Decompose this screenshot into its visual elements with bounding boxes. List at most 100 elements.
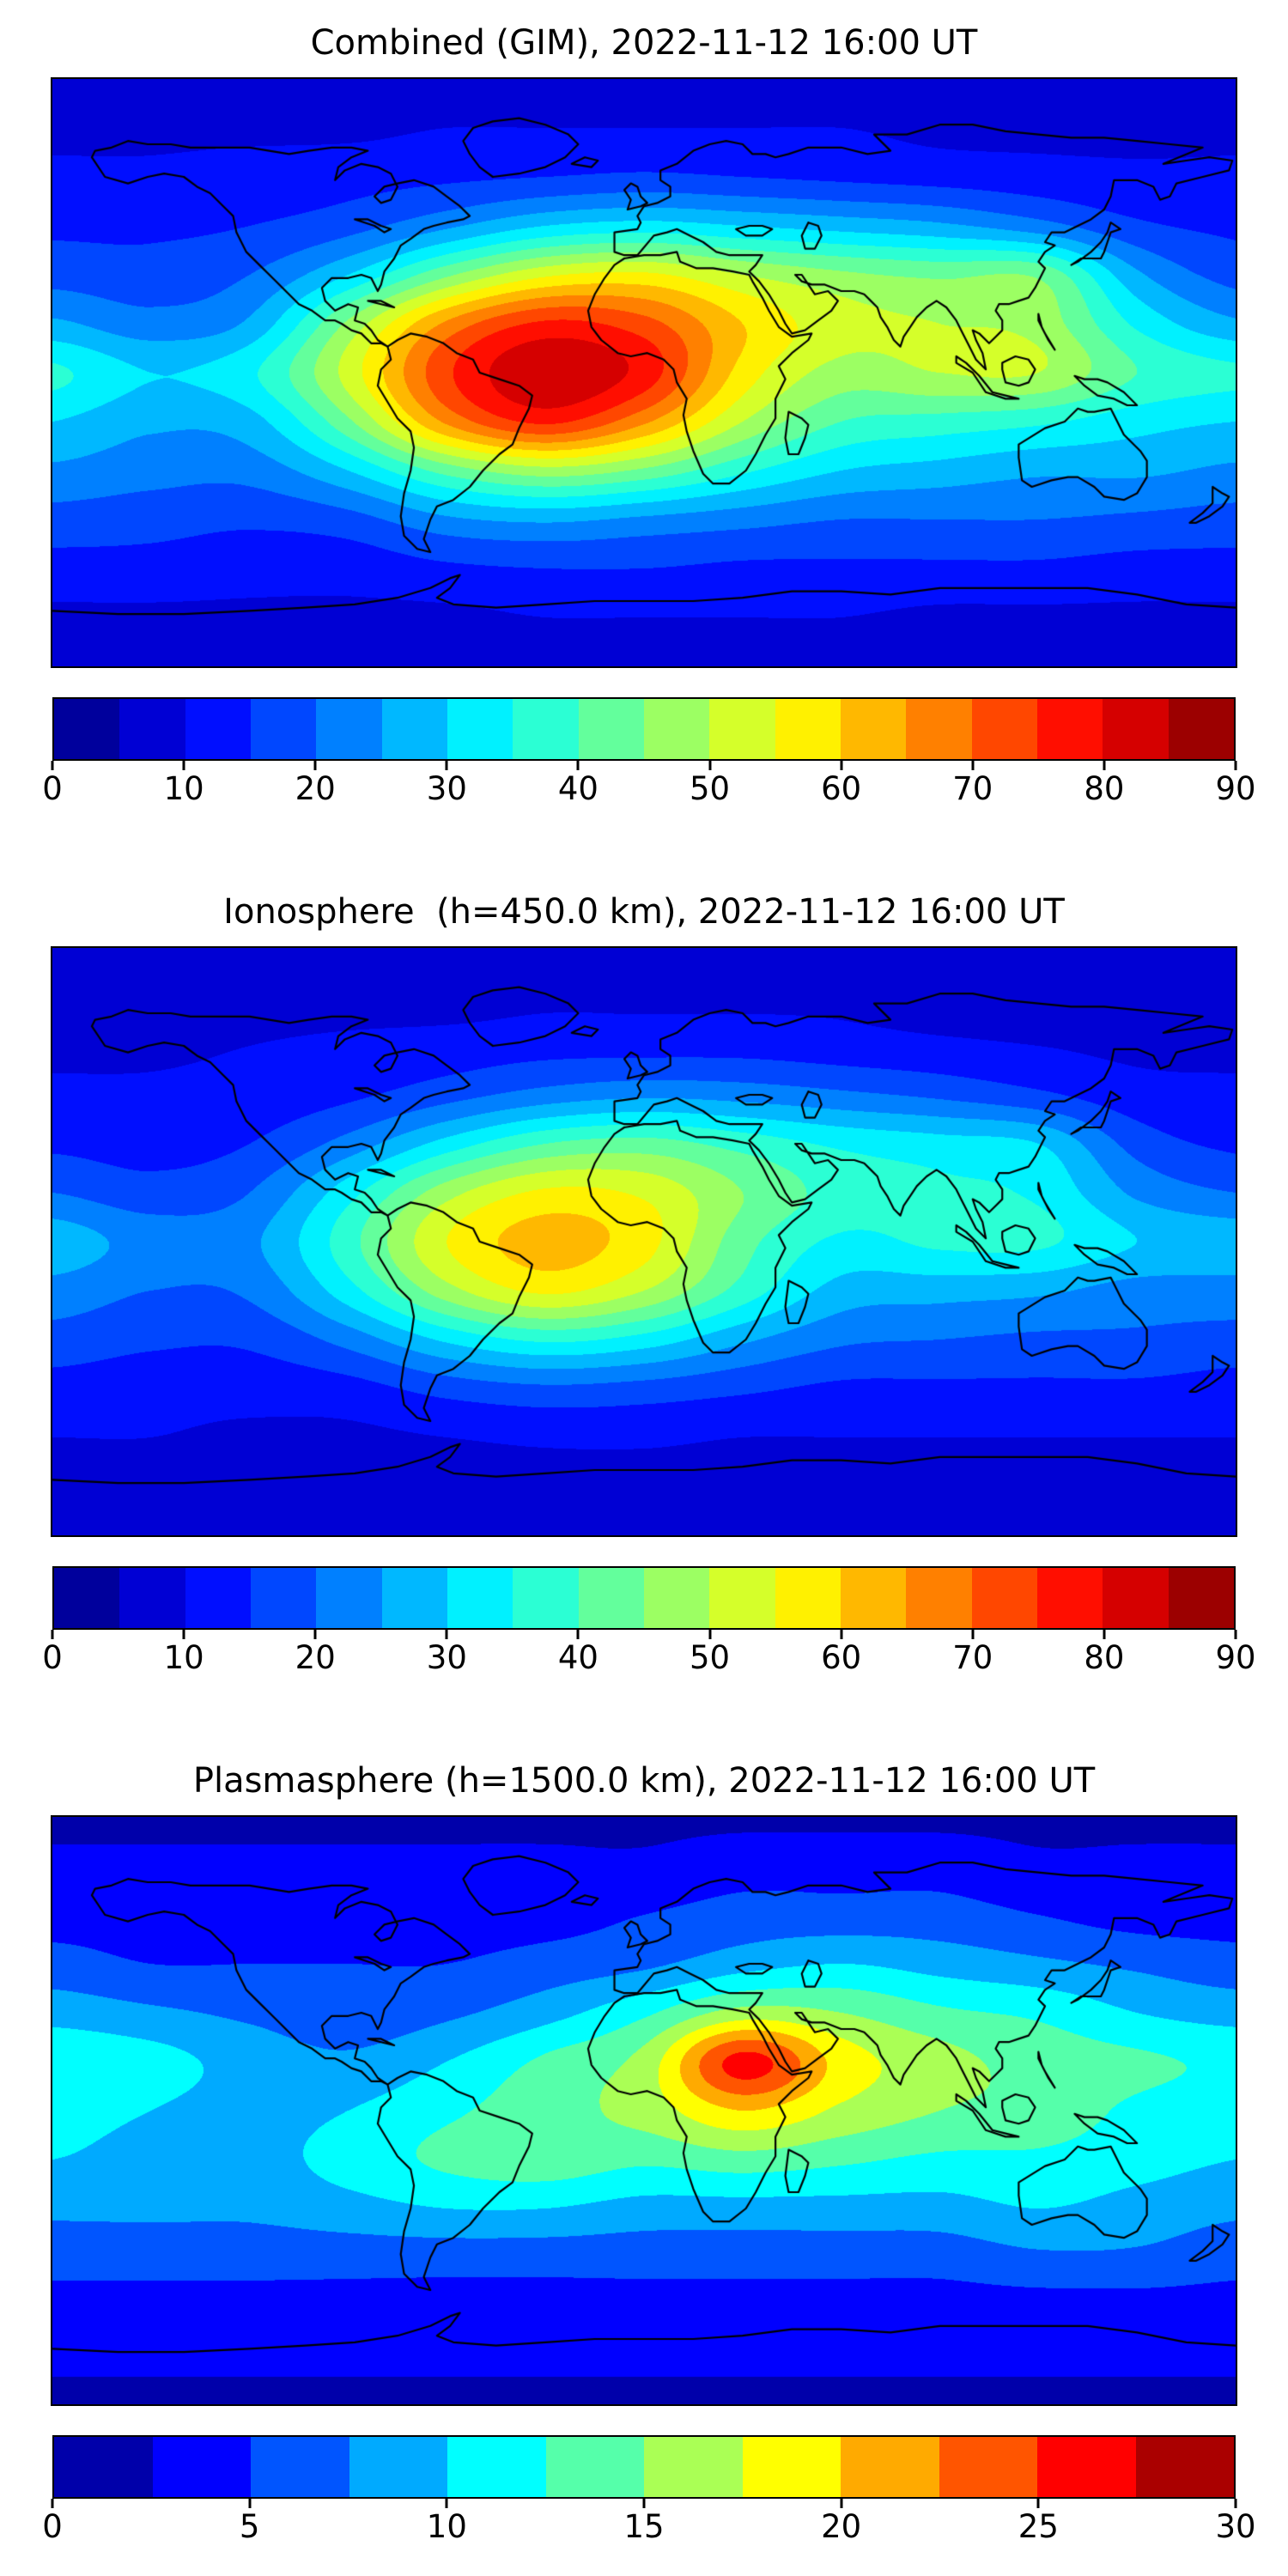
colorbar-segment	[316, 1568, 382, 1628]
colorbar-tick-mark	[445, 2499, 448, 2508]
colorbar-tick-label: 50	[690, 1639, 731, 1676]
map-frame-combined	[51, 77, 1237, 668]
colorbar-block-ionosphere: 0 10 20 30 40 50 60 70 80 90	[42, 1566, 1256, 1678]
colorbar-segment	[54, 2437, 153, 2497]
colorbar-tick-mark	[445, 761, 448, 770]
colorbar-segment	[1036, 699, 1103, 759]
colorbar-tick-label: 10	[163, 770, 204, 807]
panel-ionosphere: Ionosphere (h=450.0 km), 2022-11-12 16:0…	[0, 809, 1288, 1678]
colorbar-tick-mark	[1234, 1630, 1237, 1639]
colorbar-tick-label: 30	[426, 1639, 467, 1676]
colorbar-segment	[447, 2437, 546, 2497]
colorbar-ticks-combined: 0 10 20 30 40 50 60 70 80 90	[42, 761, 1256, 809]
colorbar-tick-mark	[1036, 2499, 1040, 2508]
colorbar-ticks-plasmasphere: 0 5 10 15 20 25 30	[42, 2499, 1256, 2547]
colorbar-segment	[1037, 2437, 1136, 2497]
colorbar-tick-mark	[840, 2499, 843, 2508]
colorbar-tick-label: 40	[557, 1639, 598, 1676]
colorbar-tick-label: 40	[557, 770, 598, 807]
colorbar-ticks-ionosphere: 0 10 20 30 40 50 60 70 80 90	[42, 1630, 1256, 1678]
colorbar-plasmasphere	[52, 2435, 1236, 2499]
colorbar-tick-label: 50	[690, 770, 731, 807]
colorbar-segment	[349, 2437, 447, 2497]
colorbar-tick-mark	[313, 1630, 317, 1639]
panel-title-combined: Combined (GIM), 2022-11-12 16:00 UT	[310, 23, 978, 63]
colorbar-tick-label: 10	[426, 2508, 467, 2545]
colorbar-tick-mark	[182, 1630, 185, 1639]
colorbar-combined	[52, 697, 1236, 761]
colorbar-tick-label: 0	[42, 770, 63, 807]
colorbar-tick-mark	[576, 1630, 580, 1639]
colorbar-segment	[381, 699, 447, 759]
colorbar-segment	[316, 699, 382, 759]
colorbar-tick-label: 90	[1215, 770, 1256, 807]
colorbar-segment	[54, 1568, 120, 1628]
colorbar-tick-label: 20	[295, 770, 336, 807]
colorbar-tick-mark	[708, 1630, 712, 1639]
colorbar-tick-mark	[642, 2499, 646, 2508]
colorbar-segment	[119, 1568, 185, 1628]
colorbar-tick-label: 0	[42, 2508, 63, 2545]
colorbar-tick-mark	[1103, 761, 1106, 770]
map-canvas-plasmasphere	[52, 1817, 1236, 2404]
colorbar-segment	[251, 2437, 349, 2497]
colorbar-tick-mark	[1234, 2499, 1237, 2508]
colorbar-segment	[644, 2437, 743, 2497]
colorbar-segment	[1103, 1568, 1169, 1628]
colorbar-segment	[1135, 2437, 1234, 2497]
colorbar-tick-mark	[445, 1630, 448, 1639]
colorbar-segment	[939, 2437, 1037, 2497]
colorbar-segment	[971, 1568, 1037, 1628]
colorbar-tick-mark	[51, 1630, 54, 1639]
panel-plasmasphere: Plasmasphere (h=1500.0 km), 2022-11-12 1…	[0, 1678, 1288, 2547]
colorbar-tick-mark	[576, 761, 580, 770]
colorbar-tick-mark	[1103, 1630, 1106, 1639]
colorbar-tick-mark	[248, 2499, 252, 2508]
colorbar-tick-label: 20	[821, 2508, 862, 2545]
colorbar-segment	[54, 699, 120, 759]
colorbar-segment	[775, 1568, 841, 1628]
colorbar-segment	[513, 1568, 579, 1628]
colorbar-tick-label: 30	[426, 770, 467, 807]
map-canvas-ionosphere	[52, 948, 1236, 1535]
colorbar-segment	[578, 699, 644, 759]
colorbar-segment	[971, 699, 1037, 759]
colorbar-segment	[513, 699, 579, 759]
colorbar-segment	[840, 699, 907, 759]
colorbar-segment	[119, 699, 185, 759]
colorbar-segment	[152, 2437, 251, 2497]
colorbar-tick-label: 5	[239, 2508, 260, 2545]
colorbar-tick-label: 80	[1084, 1639, 1125, 1676]
colorbar-tick-mark	[840, 761, 843, 770]
colorbar-tick-label: 70	[952, 1639, 993, 1676]
colorbar-tick-label: 10	[163, 1639, 204, 1676]
colorbar-tick-label: 15	[623, 2508, 665, 2545]
colorbar-segment	[545, 2437, 644, 2497]
colorbar-tick-label: 90	[1215, 1639, 1256, 1676]
colorbar-segment	[742, 2437, 841, 2497]
colorbar-block-combined: 0 10 20 30 40 50 60 70 80 90	[42, 697, 1256, 809]
colorbar-segment	[840, 1568, 907, 1628]
colorbar-segment	[447, 699, 513, 759]
colorbar-segment	[906, 1568, 972, 1628]
colorbar-segment	[775, 699, 841, 759]
colorbar-tick-mark	[1234, 761, 1237, 770]
colorbar-segment	[643, 1568, 710, 1628]
colorbar-tick-mark	[971, 761, 975, 770]
colorbar-tick-mark	[51, 2499, 54, 2508]
colorbar-segment	[906, 699, 972, 759]
map-frame-plasmasphere	[51, 1815, 1237, 2406]
colorbar-segment	[185, 1568, 251, 1628]
colorbar-tick-label: 30	[1215, 2508, 1256, 2545]
map-frame-ionosphere	[51, 946, 1237, 1537]
colorbar-segment	[185, 699, 251, 759]
colorbar-tick-label: 60	[821, 770, 862, 807]
panel-title-ionosphere: Ionosphere (h=450.0 km), 2022-11-12 16:0…	[223, 892, 1065, 932]
colorbar-segment	[643, 699, 710, 759]
map-canvas-combined	[52, 79, 1236, 666]
panel-title-plasmasphere: Plasmasphere (h=1500.0 km), 2022-11-12 1…	[192, 1761, 1096, 1801]
colorbar-tick-mark	[313, 761, 317, 770]
colorbar-segment	[1103, 699, 1169, 759]
colorbar-segment	[447, 1568, 513, 1628]
